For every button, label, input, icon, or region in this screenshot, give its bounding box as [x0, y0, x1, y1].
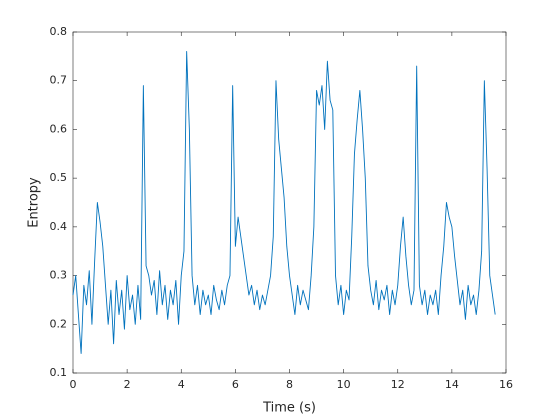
y-tick-label: 0.8: [50, 25, 68, 38]
y-tick-label: 0.3: [50, 269, 68, 282]
y-tick-label: 0.4: [50, 220, 68, 233]
x-tick-label: 10: [337, 378, 351, 391]
y-axis-label: Entropy: [27, 177, 42, 228]
y-tick-label: 0.2: [50, 317, 68, 330]
x-tick-label: 14: [445, 378, 459, 391]
x-tick-label: 2: [124, 378, 131, 391]
x-tick-label: 6: [232, 378, 239, 391]
x-axis-label: Time (s): [262, 401, 316, 416]
y-tick-label: 0.7: [50, 74, 68, 87]
x-tick-label: 8: [286, 378, 293, 391]
data-line: [72, 51, 496, 354]
x-tick-label: 0: [70, 378, 77, 391]
plot-area: [72, 31, 507, 374]
x-tick-label: 12: [391, 378, 405, 391]
x-tick-label: 4: [178, 378, 185, 391]
y-tick-label: 0.6: [50, 122, 68, 135]
y-tick-label: 0.5: [50, 171, 68, 184]
x-tick-label: 16: [499, 378, 513, 391]
y-tick-label: 0.1: [50, 366, 68, 379]
